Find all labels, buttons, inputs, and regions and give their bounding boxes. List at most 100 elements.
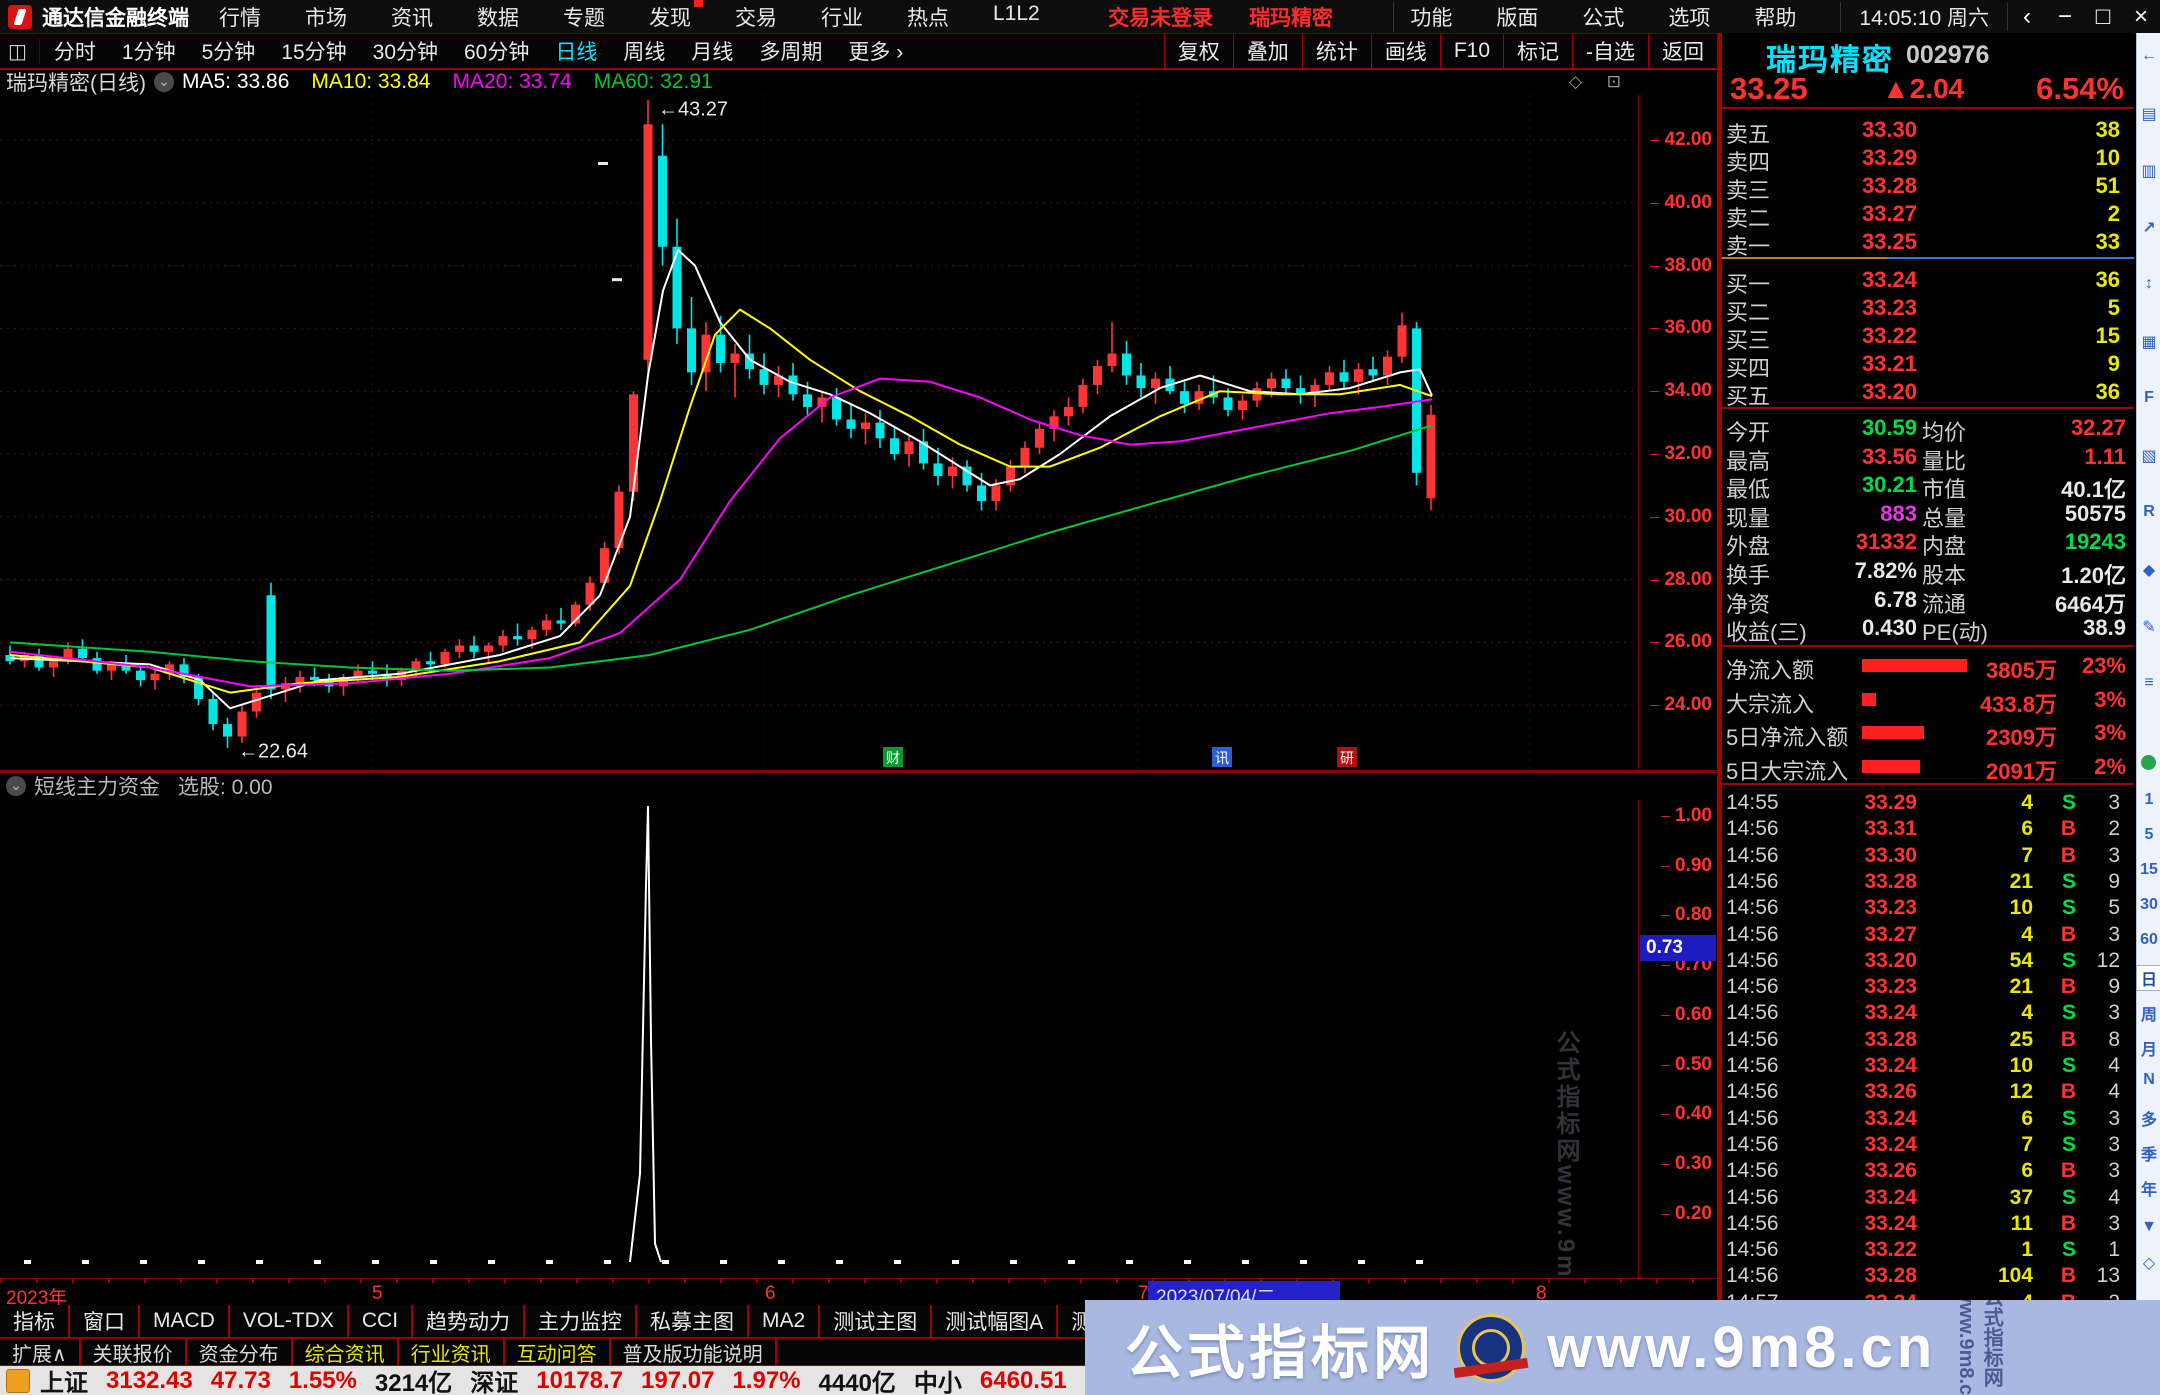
flow-row: 净流入额 3805万 23% [1726, 653, 2126, 683]
strip-period-多[interactable]: 多 [2140, 1112, 2157, 1129]
strip-icon-5[interactable]: ▦ [2141, 334, 2157, 351]
menu-item-市场[interactable]: 市场 [305, 6, 347, 30]
strip-period-周[interactable]: 周 [2140, 1007, 2157, 1024]
strip-bottom-icon-1[interactable]: ◇ [2142, 1255, 2156, 1272]
info-tab-普及版功能说明[interactable]: 普及版功能说明 [611, 1339, 777, 1366]
strip-icon-6[interactable]: F [2144, 389, 2154, 406]
indicator-tab-指标[interactable]: 指标 [0, 1305, 70, 1337]
close-button[interactable]: × [2133, 2, 2148, 30]
strip-period-年[interactable]: 年 [2140, 1182, 2157, 1199]
indicator-tab-私募主图[interactable]: 私募主图 [637, 1305, 750, 1337]
toolbar-button-标记[interactable]: 标记 [1503, 34, 1572, 68]
strip-period-5[interactable]: 5 [2144, 826, 2154, 843]
strip-period-1[interactable]: 1 [2144, 791, 2154, 808]
toolbar-button-叠加[interactable]: 叠加 [1232, 34, 1302, 68]
period-tab-15分钟[interactable]: 15分钟 [281, 41, 347, 64]
toolbar-button-返回[interactable]: 返回 [1648, 34, 1717, 68]
info-tab-资金分布[interactable]: 资金分布 [187, 1339, 293, 1366]
price-tick-label: 32.00 [1650, 443, 1712, 464]
strip-icon-3[interactable]: ↗ [2142, 220, 2156, 237]
layout-split-icon[interactable]: ◫ [8, 38, 40, 64]
strip-period-季[interactable]: 季 [2140, 1147, 2157, 1164]
indicator-tab-主力监控[interactable]: 主力监控 [525, 1305, 638, 1337]
period-tab-周线[interactable]: 周线 [623, 41, 666, 64]
menu-item-发现[interactable]: 发现 [649, 0, 703, 32]
indicator-tab-测试幅图A[interactable]: 测试幅图A [932, 1305, 1059, 1337]
period-tab-日线[interactable]: 日线 [555, 41, 598, 64]
menu-item-公式[interactable]: 公式 [1582, 6, 1625, 30]
chevron-down-icon[interactable]: ⌄ [154, 72, 174, 92]
toolbar-button--自选[interactable]: -自选 [1572, 34, 1648, 68]
strip-icon-2[interactable]: ▥ [2141, 163, 2157, 180]
info-row: 净资 6.78 流通 6464万 [1726, 586, 2126, 617]
period-tab-5分钟[interactable]: 5分钟 [201, 41, 256, 64]
indicator-tab-CCI[interactable]: CCI [349, 1305, 414, 1337]
strip-green-icon[interactable] [2141, 755, 2156, 770]
strip-icon-11[interactable]: ≡ [2144, 674, 2154, 691]
menu-item-专题[interactable]: 专题 [563, 6, 605, 30]
info-tab-关联报价[interactable]: 关联报价 [81, 1339, 187, 1366]
minimize-button[interactable]: − [2057, 2, 2072, 30]
period-tab-1分钟[interactable]: 1分钟 [121, 41, 176, 64]
indicator-tab-窗口[interactable]: 窗口 [70, 1305, 140, 1337]
period-tab-月线[interactable]: 月线 [691, 41, 734, 64]
period-tab-更多 ›[interactable]: 更多 › [848, 41, 904, 64]
indicator-tab-趋势动力[interactable]: 趋势动力 [413, 1305, 526, 1337]
toolbar-button-统计[interactable]: 统计 [1301, 34, 1371, 68]
indicator-chart[interactable] [0, 800, 1638, 1278]
tick-row: 14:56 33.22 1 S 1 [1726, 1238, 2120, 1262]
strip-period-30[interactable]: 30 [2140, 896, 2158, 913]
chart-corner-icons[interactable]: ◇ ⊡ [1568, 72, 1631, 91]
menu-item-选项[interactable]: 选项 [1668, 6, 1711, 30]
back-button[interactable]: ‹ [2023, 2, 2031, 30]
indicator-tab-测试主图[interactable]: 测试主图 [820, 1305, 933, 1337]
strip-icon-4[interactable]: ↕ [2145, 275, 2153, 292]
menu-item-版面[interactable]: 版面 [1496, 6, 1539, 30]
tick-row: 14:56 33.23 10 S 5 [1726, 896, 2120, 920]
ask-row: 卖五 33.30 38 [1726, 117, 2120, 147]
strip-icon-1[interactable]: ▤ [2141, 106, 2157, 123]
toolbar-button-复权[interactable]: 复权 [1163, 34, 1233, 68]
period-tab-分时[interactable]: 分时 [53, 41, 96, 64]
toolbar-button-画线[interactable]: 画线 [1370, 34, 1440, 68]
toolbar-button-F10[interactable]: F10 [1439, 34, 1503, 68]
info-tab-行业资讯[interactable]: 行业资讯 [399, 1339, 505, 1366]
menu-item-行业[interactable]: 行业 [821, 6, 863, 30]
indicator-tab-MACD[interactable]: MACD [140, 1305, 230, 1337]
strip-period-月[interactable]: 月 [2140, 1042, 2157, 1059]
strip-period-N[interactable]: N [2143, 1071, 2155, 1088]
menu-item-数据[interactable]: 数据 [477, 6, 519, 30]
menu-item-功能[interactable]: 功能 [1410, 6, 1453, 30]
market-status-icon[interactable] [6, 1368, 30, 1393]
menu-item-资讯[interactable]: 资讯 [391, 6, 433, 30]
indicator-tab-MA2[interactable]: MA2 [749, 1305, 821, 1337]
restore-button[interactable]: □ [2095, 2, 2111, 30]
candlestick-chart[interactable]: ←43.27 ←22.64 财 讯 研 [0, 95, 1638, 770]
chevron-down-icon[interactable]: ⌄ [6, 776, 26, 796]
info-tab-综合资讯[interactable]: 综合资讯 [293, 1339, 399, 1366]
info-tab-扩展∧[interactable]: 扩展∧ [0, 1339, 81, 1366]
strip-period-15[interactable]: 15 [2140, 861, 2158, 878]
info-tab-互动问答[interactable]: 互动问答 [505, 1339, 611, 1366]
strip-icon-9[interactable]: ◆ [2142, 562, 2156, 579]
menu-item-L1L2[interactable]: L1L2 [993, 1, 1040, 25]
period-tab-多周期[interactable]: 多周期 [759, 41, 823, 64]
strip-icon-10[interactable]: ✎ [2142, 619, 2156, 636]
strip-period-日[interactable]: 日 [2136, 965, 2160, 991]
period-tab-60分钟[interactable]: 60分钟 [464, 41, 530, 64]
panel-divider[interactable] [0, 770, 1717, 773]
menu-item-帮助[interactable]: 帮助 [1754, 6, 1797, 30]
strip-bottom-icon-0[interactable]: ▼ [2141, 1218, 2157, 1235]
watermark-stamp: 公式指标网 www.9m8.cn [1955, 1300, 2003, 1395]
period-tab-30分钟[interactable]: 30分钟 [372, 41, 438, 64]
indicator-tab-VOL-TDX[interactable]: VOL-TDX [230, 1305, 349, 1337]
menu-item-热点[interactable]: 热点 [907, 6, 949, 30]
menu-item-交易[interactable]: 交易 [735, 6, 777, 30]
strip-icon-7[interactable]: ▧ [2141, 448, 2157, 465]
tick-row: 14:56 33.20 54 S 12 [1726, 948, 2120, 972]
strip-period-60[interactable]: 60 [2140, 931, 2158, 948]
divider [1722, 645, 2134, 647]
strip-icon-0[interactable]: ← [2141, 47, 2157, 64]
menu-item-行情[interactable]: 行情 [219, 6, 261, 30]
strip-icon-8[interactable]: R [2143, 503, 2155, 520]
